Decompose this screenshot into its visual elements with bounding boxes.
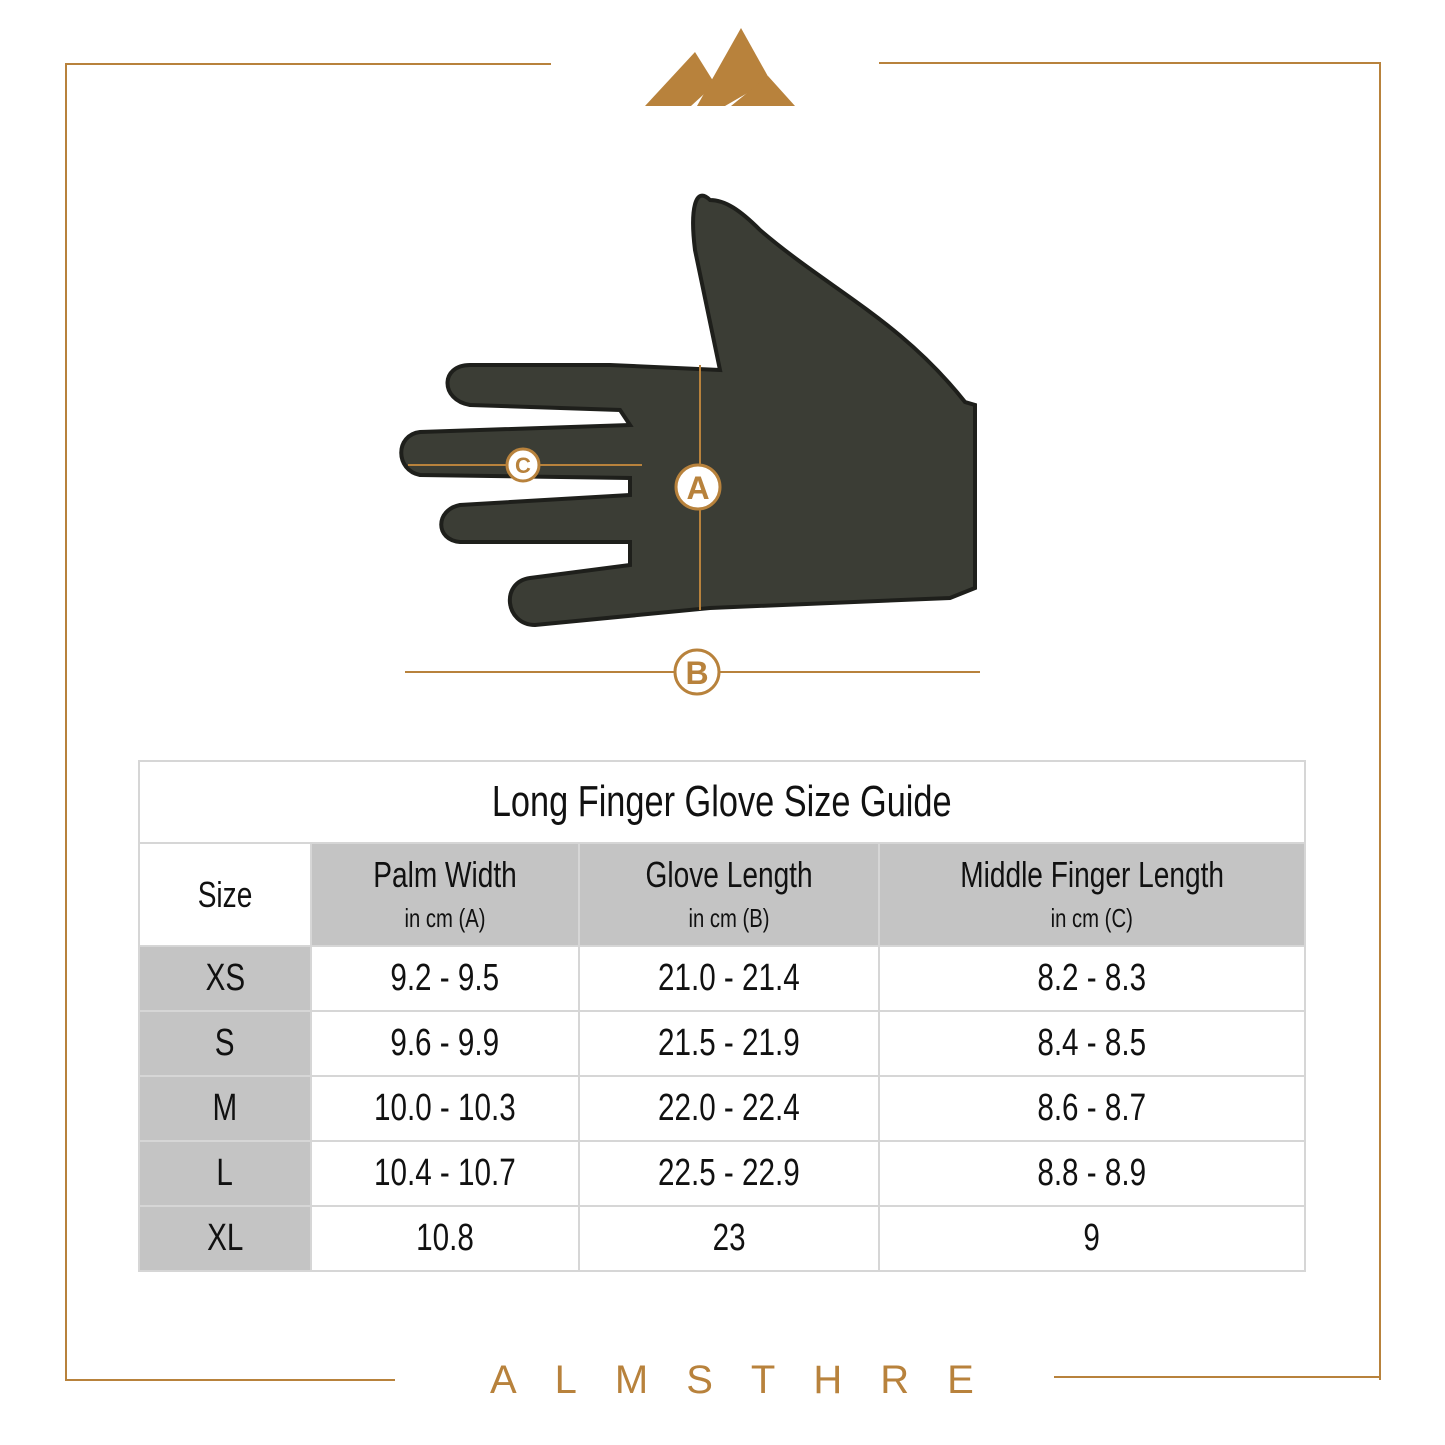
value-cell: 9.6 - 9.9: [310, 1010, 580, 1077]
value-cell: 10.0 - 10.3: [310, 1075, 580, 1142]
size-guide-table: Long Finger Glove Size Guide Size Palm W…: [138, 760, 1306, 1272]
size-cell: M: [138, 1075, 312, 1142]
value-cell: 23: [578, 1205, 880, 1272]
value-cell: 22.5 - 22.9: [578, 1140, 880, 1207]
value-cell: 10.4 - 10.7: [310, 1140, 580, 1207]
table-row: M 10.0 - 10.3 22.0 - 22.4 8.6 - 8.7: [138, 1075, 1306, 1142]
value-cell: 22.0 - 22.4: [578, 1075, 880, 1142]
frame-line: [1054, 1376, 1381, 1378]
brand-wordmark: ALMSTHRE: [490, 1358, 1012, 1402]
frame-line: [1379, 62, 1381, 1380]
label-a: A: [686, 470, 709, 506]
frame-line: [879, 62, 1381, 64]
size-cell: XS: [138, 945, 312, 1012]
frame-line: [65, 63, 551, 65]
value-cell: 10.8: [310, 1205, 580, 1272]
mountain-logo-icon: [645, 28, 795, 106]
header-glove-length: Glove Length in cm (B): [578, 842, 880, 947]
value-cell: 21.5 - 21.9: [578, 1010, 880, 1077]
glove-image: [399, 193, 977, 628]
size-cell: L: [138, 1140, 312, 1207]
label-b: B: [685, 655, 708, 691]
frame-line: [65, 63, 67, 1381]
header-palm-width: Palm Width in cm (A): [310, 842, 580, 947]
label-c: C: [515, 453, 531, 478]
frame-line: [65, 1379, 395, 1381]
size-cell: S: [138, 1010, 312, 1077]
value-cell: 8.8 - 8.9: [878, 1140, 1306, 1207]
value-cell: 9: [878, 1205, 1306, 1272]
size-cell: XL: [138, 1205, 312, 1272]
value-cell: 9.2 - 9.5: [310, 945, 580, 1012]
table-row: XS 9.2 - 9.5 21.0 - 21.4 8.2 - 8.3: [138, 945, 1306, 1012]
value-cell: 8.4 - 8.5: [878, 1010, 1306, 1077]
table-row: L 10.4 - 10.7 22.5 - 22.9 8.8 - 8.9: [138, 1140, 1306, 1207]
table-row: XL 10.8 23 9: [138, 1205, 1306, 1272]
glove-diagram: A C B: [399, 193, 980, 696]
header-size: Size: [138, 842, 312, 947]
value-cell: 8.2 - 8.3: [878, 945, 1306, 1012]
value-cell: 8.6 - 8.7: [878, 1075, 1306, 1142]
table-title: Long Finger Glove Size Guide: [138, 760, 1306, 844]
header-middle-finger-length: Middle Finger Length in cm (C): [878, 842, 1306, 947]
value-cell: 21.0 - 21.4: [578, 945, 880, 1012]
table-row: S 9.6 - 9.9 21.5 - 21.9 8.4 - 8.5: [138, 1010, 1306, 1077]
